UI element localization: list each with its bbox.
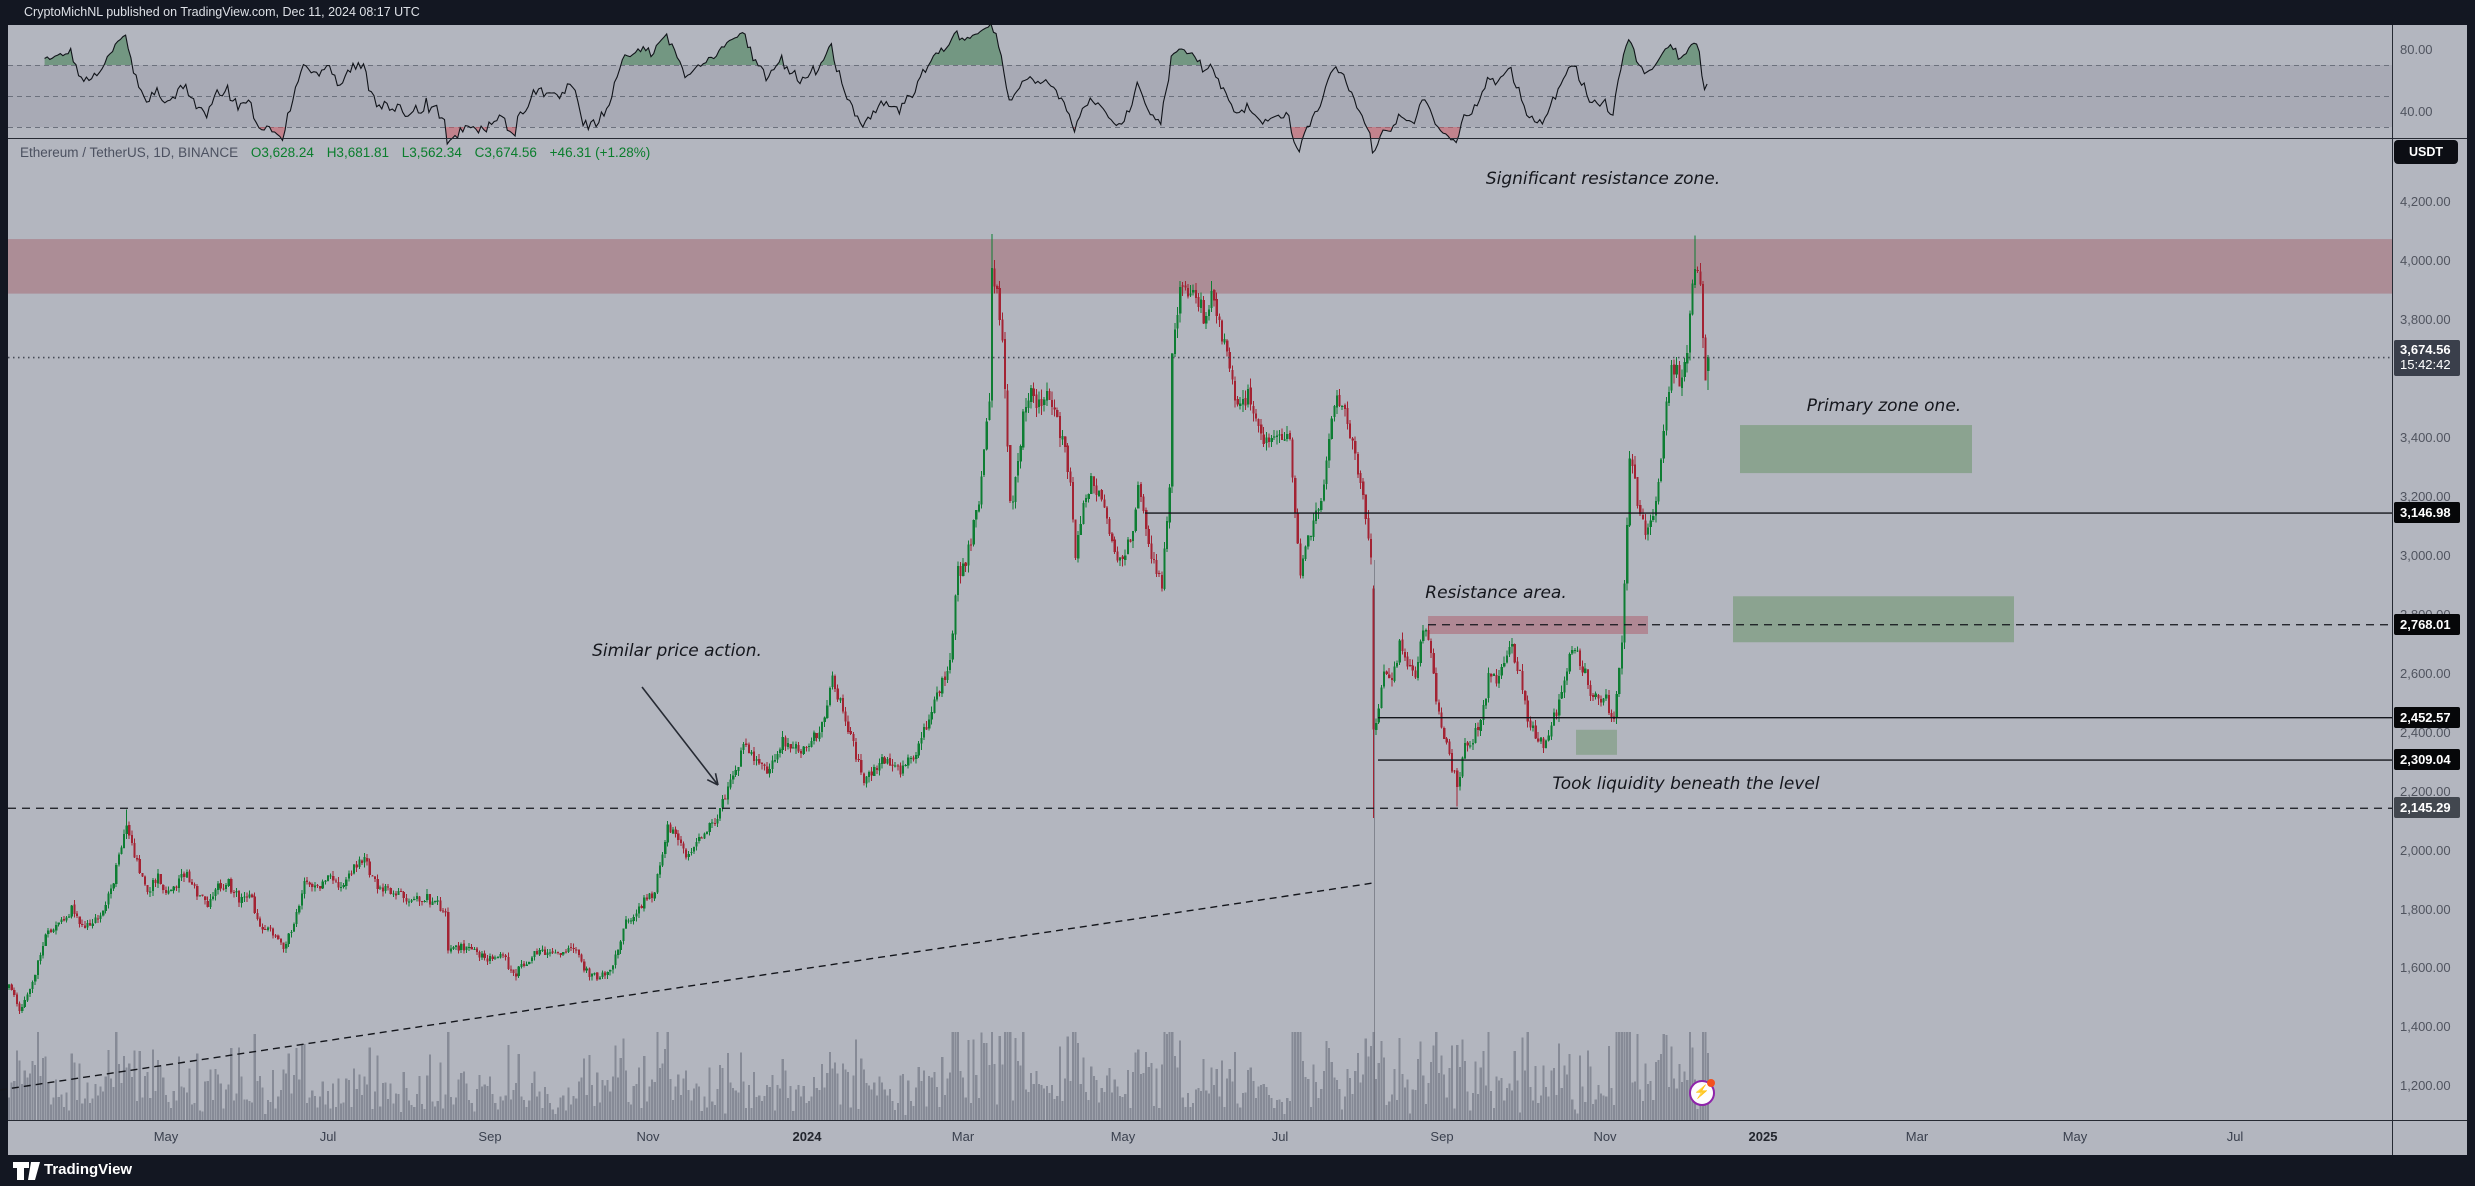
price-tick-label: 4,000.00 bbox=[2400, 253, 2451, 269]
price-tick-label: 1,600.00 bbox=[2400, 960, 2451, 976]
volume-series bbox=[8, 1032, 1710, 1120]
resistance-area-label: Resistance area. bbox=[1425, 583, 1567, 603]
time-tick-label: May bbox=[1110, 1129, 1136, 1144]
similar-price-action-label: Similar price action. bbox=[592, 641, 762, 661]
time-tick-label: Jul bbox=[1271, 1129, 1289, 1144]
sticker-dot bbox=[1707, 1079, 1715, 1087]
time-tick-label: 2025 bbox=[1748, 1129, 1778, 1144]
price-tick-label: 2,000.00 bbox=[2400, 842, 2451, 858]
price-tick-label: 3,000.00 bbox=[2400, 547, 2451, 563]
ascending-trendline[interactable] bbox=[0, 882, 1374, 1091]
currency-toggle-button[interactable]: USDT bbox=[2394, 140, 2458, 164]
resistance-area-band bbox=[1428, 616, 1648, 634]
secondary-green-box bbox=[1733, 596, 2014, 643]
primary-zone-one-box bbox=[1740, 425, 1972, 474]
level-price-badge: 2,309.04 bbox=[2394, 749, 2460, 771]
footer-bar: TradingView bbox=[0, 1155, 2475, 1186]
time-tick-label: Nov bbox=[1593, 1129, 1617, 1144]
rsi-tick-label: 40.00 bbox=[2400, 103, 2433, 119]
level-price-badge: 2,452.57 bbox=[2394, 706, 2460, 728]
demand-box bbox=[1576, 729, 1617, 755]
significant-resistance-zone bbox=[8, 239, 2392, 294]
lightning-sticker-icon: ⚡ bbox=[1689, 1079, 1715, 1106]
attribution-bar: CryptoMichNL published on TradingView.co… bbox=[0, 0, 2475, 25]
price-tick-label: 1,800.00 bbox=[2400, 901, 2451, 917]
time-tick-label: May bbox=[153, 1129, 179, 1144]
level-price-badge: 2,145.29 bbox=[2394, 797, 2460, 819]
price-tick-label: 4,200.00 bbox=[2400, 194, 2451, 210]
ohlc-change: +46.31 (+1.28%) bbox=[549, 145, 651, 160]
tradingview-logo-icon[interactable] bbox=[12, 1160, 42, 1182]
price-tick-label: 2,600.00 bbox=[2400, 665, 2451, 681]
chart-background bbox=[8, 25, 2467, 1155]
ohlc-high: H3,681.81 bbox=[326, 145, 389, 160]
symbol-title: Ethereum / TetherUS, 1D, BINANCE bbox=[20, 145, 239, 160]
candlestick-series bbox=[8, 233, 1710, 1015]
lightning-bolt-glyph: ⚡ bbox=[1693, 1084, 1711, 1099]
price-tick-label: 3,400.00 bbox=[2400, 430, 2451, 446]
price-tick-label: 1,200.00 bbox=[2400, 1078, 2451, 1094]
price-tick-label: 2,200.00 bbox=[2400, 783, 2451, 799]
price-tick-label: 1,400.00 bbox=[2400, 1019, 2451, 1035]
primary-zone-one-label: Primary zone one. bbox=[1806, 396, 1962, 416]
ohlc-close: C3,674.56 bbox=[474, 145, 537, 160]
current-price-badge: 3,674.56 15:42:42 bbox=[2394, 340, 2460, 377]
tradingview-brand-label[interactable]: TradingView bbox=[44, 1161, 133, 1178]
symbol-info-line: Ethereum / TetherUS, 1D, BINANCE O3,628.… bbox=[20, 145, 650, 160]
took-liquidity-label: Took liquidity beneath the level bbox=[1552, 774, 1820, 794]
significant-resistance-zone-label: Significant resistance zone. bbox=[1485, 169, 1721, 189]
time-tick-label: Nov bbox=[636, 1129, 660, 1144]
price-tick-label: 3,800.00 bbox=[2400, 312, 2451, 328]
time-tick-label: Jul bbox=[2226, 1129, 2244, 1144]
time-tick-label: Sep bbox=[1430, 1129, 1454, 1144]
rsi-line bbox=[44, 22, 1708, 155]
ohlc-open: O3,628.24 bbox=[250, 145, 314, 160]
ohlc-low: L3,562.34 bbox=[401, 145, 462, 160]
time-tick-label: May bbox=[2062, 1129, 2088, 1144]
time-tick-label: Sep bbox=[478, 1129, 502, 1144]
level-price-badge: 2,768.01 bbox=[2394, 613, 2460, 635]
attribution-text: CryptoMichNL published on TradingView.co… bbox=[24, 5, 420, 19]
annotation-arrow[interactable] bbox=[641, 686, 719, 786]
price-tick-label: 2,400.00 bbox=[2400, 724, 2451, 740]
time-tick-label: Mar bbox=[1905, 1129, 1929, 1144]
level-price-badge: 3,146.98 bbox=[2394, 502, 2460, 524]
rsi-tick-label: 80.00 bbox=[2400, 41, 2433, 57]
time-tick-label: 2024 bbox=[792, 1129, 822, 1144]
time-tick-label: Mar bbox=[951, 1129, 975, 1144]
time-tick-label: Jul bbox=[319, 1129, 337, 1144]
price-tick-label: 3,200.00 bbox=[2400, 488, 2451, 504]
price-axis[interactable]: 4,200.00 4,000.00 3,800.00 3,400.00 3,200.00… bbox=[2392, 25, 2468, 1155]
time-axis[interactable]: May Jul Sep Nov 2024 Mar May Jul Sep Nov 2025 Mar Ma… bbox=[8, 1120, 2392, 1155]
